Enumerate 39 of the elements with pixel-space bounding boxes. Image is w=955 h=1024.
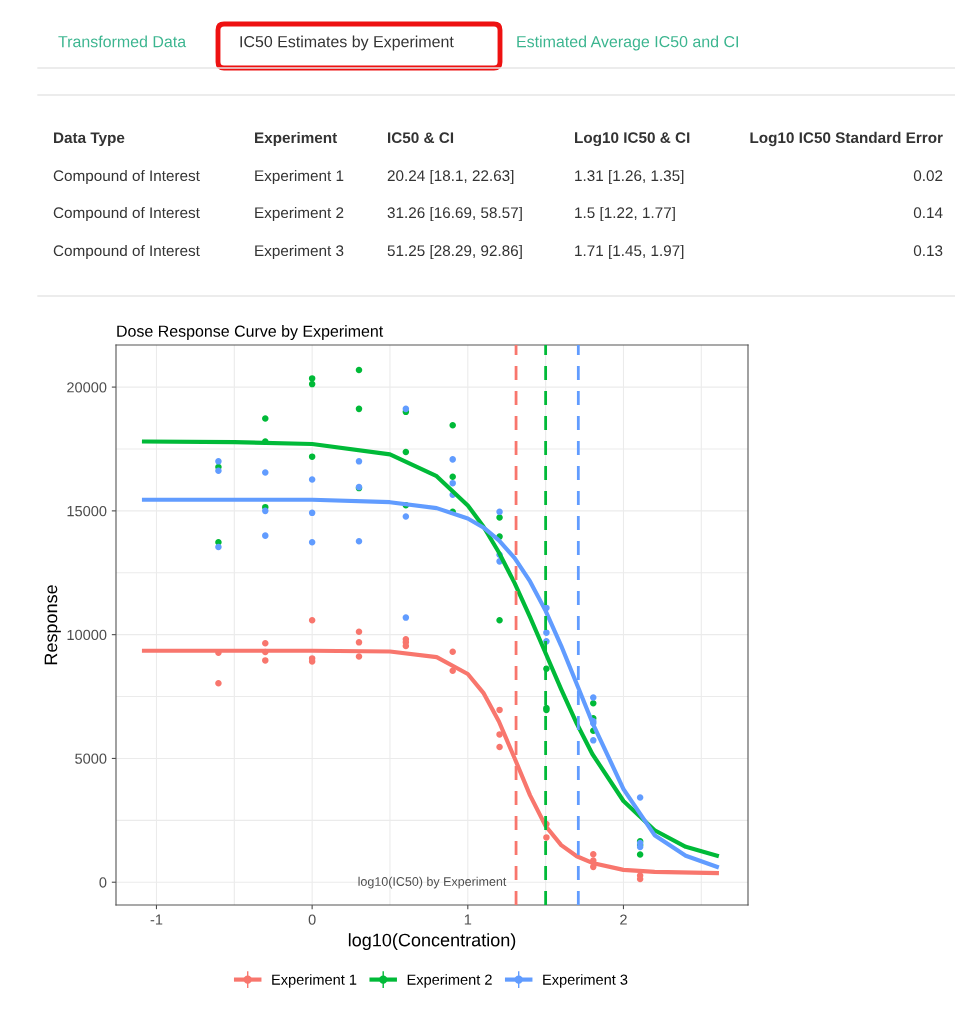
text: Transformed Data <box>58 35 187 48</box>
y-axis-title: Response <box>44 585 61 665</box>
x-axis-title: log10(Concentration) <box>348 933 516 951</box>
x-tick-label: 0 <box>308 914 316 925</box>
text: 0.14 <box>913 207 943 219</box>
legend-label: Experiment 1 <box>272 974 357 988</box>
annotation: log10(IC50) by Experiment <box>358 876 507 889</box>
text: 31.26 [16.69, 58.57] <box>387 206 522 222</box>
text: 51.25 [28.29, 92.86] <box>387 244 522 260</box>
text: 1.71 [1.45, 1.97] <box>575 244 684 260</box>
text: 0.02 <box>913 170 943 182</box>
legend-label: Experiment 3 <box>543 974 628 988</box>
y-tick-label: 5000 <box>75 753 107 764</box>
text: Experiment 1 <box>255 169 344 185</box>
chart-title: Dose Response Curve by Experiment <box>117 325 384 340</box>
text: Experiment 3 <box>255 244 344 260</box>
text: Log10 IC50 & CI <box>575 132 690 147</box>
legend-label: Experiment 2 <box>407 974 492 988</box>
text: Compound of Interest <box>53 169 200 185</box>
text: Experiment <box>255 131 338 147</box>
text: Data Type <box>54 132 125 147</box>
y-tick-label: 0 <box>99 877 107 888</box>
text: 1.31 [1.26, 1.35] <box>575 169 684 185</box>
x-tick-label: 1 <box>464 914 472 925</box>
text: IC50 & CI <box>388 132 454 144</box>
text: 1.5 [1.22, 1.77] <box>575 206 675 222</box>
text: 20.24 [18.1, 22.63] <box>387 169 514 185</box>
text: Estimated Average IC50 and CI <box>517 35 738 51</box>
y-tick-label: 15000 <box>67 505 107 517</box>
x-tick-label: -1 <box>150 914 163 925</box>
text: 0.13 <box>913 245 943 257</box>
text: Compound of Interest <box>53 244 200 260</box>
text: IC50 Estimates by Experiment <box>240 35 454 51</box>
x-tick-label: 2 <box>620 914 627 925</box>
text: Compound of Interest <box>53 206 200 222</box>
y-tick-label: 10000 <box>67 629 107 641</box>
y-tick-label: 20000 <box>67 382 107 393</box>
text: Log10 IC50 Standard Error <box>750 131 943 147</box>
text: Experiment 2 <box>255 206 344 222</box>
